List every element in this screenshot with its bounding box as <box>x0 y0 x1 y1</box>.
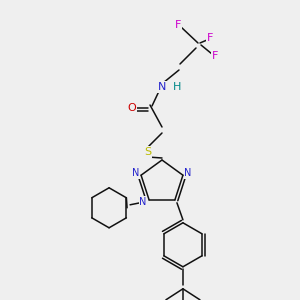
Text: F: F <box>175 20 181 30</box>
Text: O: O <box>128 103 136 113</box>
Text: S: S <box>144 147 152 157</box>
Text: F: F <box>207 33 213 43</box>
Text: N: N <box>158 82 166 92</box>
Text: F: F <box>212 51 218 61</box>
Text: N: N <box>184 168 192 178</box>
Text: N: N <box>132 168 140 178</box>
Text: N: N <box>140 197 147 207</box>
Text: H: H <box>173 82 181 92</box>
